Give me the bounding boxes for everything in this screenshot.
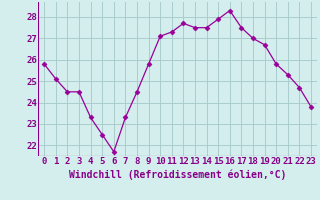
X-axis label: Windchill (Refroidissement éolien,°C): Windchill (Refroidissement éolien,°C) — [69, 169, 286, 180]
